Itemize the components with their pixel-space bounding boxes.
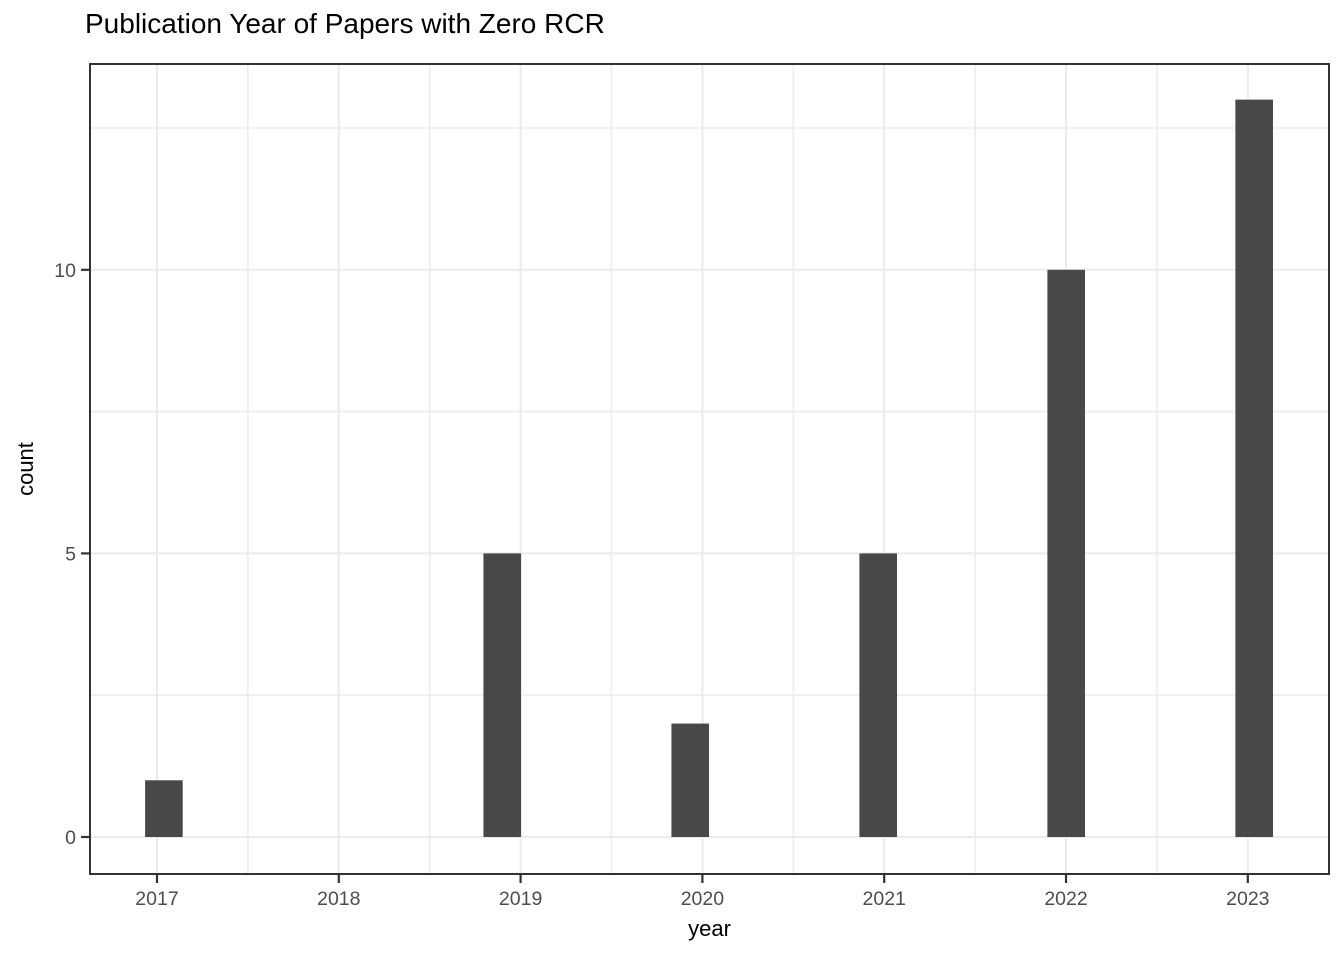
y-tick-labels: 0 5 10 — [54, 260, 76, 849]
x-axis-title: year — [688, 916, 731, 941]
grid-minor — [89, 63, 1330, 875]
panel-background — [89, 63, 1330, 875]
x-tick-label: 2020 — [681, 888, 725, 910]
bar-2020 — [671, 723, 710, 837]
y-tick-label: 10 — [54, 260, 76, 282]
x-tick-label: 2023 — [1226, 888, 1269, 910]
bar-2023 — [1235, 99, 1273, 837]
axis-ticks — [81, 268, 1249, 883]
x-tick-label: 2017 — [135, 888, 178, 910]
bar-2022 — [1047, 269, 1085, 837]
bars — [145, 99, 1273, 837]
x-tick-label: 2019 — [499, 888, 542, 910]
y-tick-label: 5 — [65, 543, 76, 565]
x-tick-label: 2022 — [1044, 888, 1087, 910]
bar-2019 — [483, 553, 522, 837]
chart-title: Publication Year of Papers with Zero RCR — [85, 8, 605, 39]
x-tick-label: 2018 — [317, 888, 360, 910]
x-tick-label: 2021 — [863, 888, 906, 910]
x-tick-labels: 2017 2018 2019 2020 2021 2022 2023 — [135, 888, 1269, 910]
panel-border — [89, 63, 1330, 875]
y-tick-label: 0 — [65, 827, 76, 849]
bar-2017 — [145, 780, 183, 837]
bar-2021 — [859, 553, 898, 837]
y-axis-title: count — [13, 442, 38, 496]
